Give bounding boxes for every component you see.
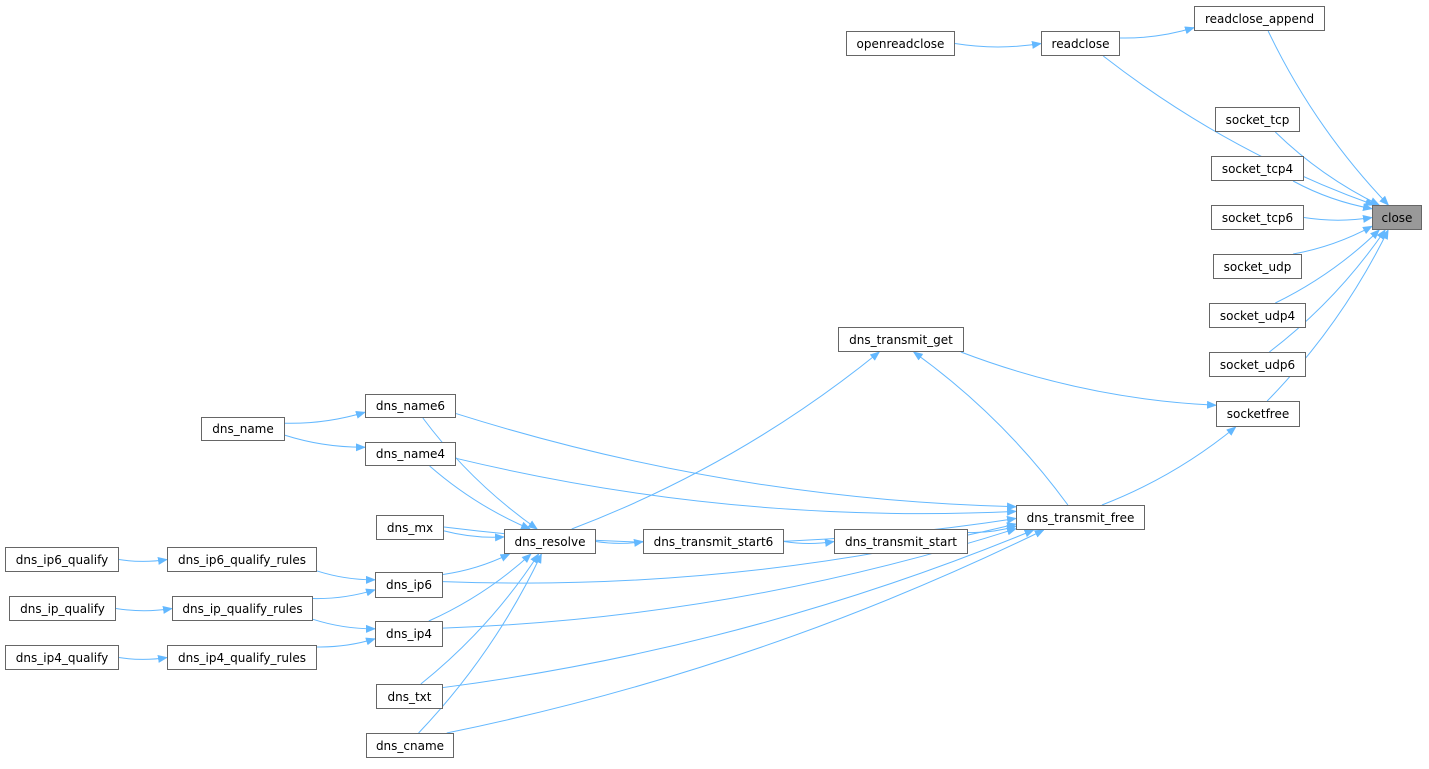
edge-socket_tcp-to-close — [1274, 131, 1381, 206]
node-dns_transmit_free[interactable]: dns_transmit_free — [1016, 505, 1145, 530]
node-readclose_append[interactable]: readclose_append — [1194, 6, 1325, 31]
node-socket_tcp[interactable]: socket_tcp — [1215, 107, 1300, 132]
node-socketfree[interactable]: socketfree — [1216, 401, 1300, 427]
edge-dns_txt-to-dns_resolve — [420, 553, 540, 685]
edge-openreadclose-to-readclose — [954, 40, 1042, 49]
edge-dns_ip6_qualify-to-dns_ip6_qualify_rules — [118, 556, 168, 565]
edge-readclose-to-close — [1102, 55, 1376, 206]
edge-dns_ip_qualify_rules-to-dns_ip6 — [312, 588, 376, 600]
node-dns_name[interactable]: dns_name — [201, 417, 285, 441]
node-socket_udp[interactable]: socket_udp — [1213, 254, 1302, 279]
node-openreadclose[interactable]: openreadclose — [846, 31, 955, 56]
node-dns_transmit_start[interactable]: dns_transmit_start — [834, 529, 968, 554]
node-dns_ip4_qualify_rules[interactable]: dns_ip4_qualify_rules — [167, 645, 317, 670]
edge-dns_name4-to-dns_transmit_free — [455, 457, 1017, 516]
edge-dns_ip4_qualify-to-dns_ip4_qualify_rules — [118, 654, 168, 663]
node-socket_udp4[interactable]: socket_udp4 — [1209, 303, 1306, 328]
edge-dns_ip6_qualify_rules-to-dns_ip6 — [316, 570, 376, 584]
edge-dns_transmit_free-to-socketfree — [1101, 426, 1237, 506]
node-readclose[interactable]: readclose — [1041, 31, 1120, 56]
node-dns_ip6[interactable]: dns_ip6 — [375, 572, 443, 598]
edge-socket_tcp6-to-close — [1303, 214, 1373, 223]
node-socket_udp6[interactable]: socket_udp6 — [1209, 352, 1306, 377]
edge-dns_name-to-dns_name4 — [284, 434, 366, 452]
edge-dns_mx-to-dns_resolve — [443, 530, 505, 542]
edge-dns_ip_qualify-to-dns_ip_qualify_rules — [115, 605, 173, 614]
edge-readclose_append-to-close — [1267, 30, 1390, 206]
node-dns_ip6_qualify[interactable]: dns_ip6_qualify — [5, 547, 119, 572]
edge-dns_ip4_qualify_rules-to-dns_ip4 — [316, 637, 376, 648]
edge-socket_udp4-to-close — [1275, 229, 1380, 304]
edge-dns_ip6-to-dns_resolve — [442, 553, 511, 576]
edge-socket_tcp4-to-close — [1292, 180, 1373, 212]
edge-readclose-to-readclose_append — [1119, 26, 1195, 39]
node-dns_ip6_qualify_rules[interactable]: dns_ip6_qualify_rules — [167, 547, 317, 572]
edge-dns_ip4-to-dns_resolve — [428, 553, 532, 622]
node-dns_ip_qualify[interactable]: dns_ip_qualify — [9, 596, 116, 621]
edge-dns_transmit_free-to-dns_transmit_get — [912, 351, 1069, 506]
edge-dns_resolve-to-dns_transmit_get — [571, 351, 881, 530]
node-dns_ip4_qualify[interactable]: dns_ip4_qualify — [5, 645, 119, 670]
edge-socketfree-to-close — [1266, 229, 1389, 402]
node-socket_tcp4[interactable]: socket_tcp4 — [1211, 156, 1304, 181]
node-dns_cname[interactable]: dns_cname — [366, 733, 454, 758]
node-dns_resolve[interactable]: dns_resolve — [504, 529, 596, 554]
node-dns_ip4[interactable]: dns_ip4 — [375, 621, 443, 647]
node-dns_name6[interactable]: dns_name6 — [365, 394, 456, 418]
node-socket_tcp6[interactable]: socket_tcp6 — [1211, 205, 1304, 230]
edge-dns_name6-to-dns_resolve — [422, 417, 538, 530]
node-dns_transmit_get[interactable]: dns_transmit_get — [838, 327, 964, 352]
edge-dns_name4-to-dns_resolve — [429, 465, 531, 530]
node-dns_transmit_start6[interactable]: dns_transmit_start6 — [643, 529, 784, 554]
edge-dns_resolve-to-dns_transmit_start6 — [595, 538, 644, 547]
edge-dns_name6-to-dns_transmit_free — [455, 413, 1017, 511]
node-close[interactable]: close — [1372, 205, 1422, 230]
edge-dns_cname-to-dns_transmit_free — [446, 529, 1045, 734]
edge-dns_ip_qualify_rules-to-dns_ip4 — [312, 618, 376, 633]
edge-dns_cname-to-dns_resolve — [418, 553, 542, 734]
node-dns_mx[interactable]: dns_mx — [376, 515, 444, 540]
node-dns_txt[interactable]: dns_txt — [376, 684, 443, 709]
edge-dns_txt-to-dns_transmit_free — [442, 529, 1035, 689]
node-dns_ip_qualify_rules[interactable]: dns_ip_qualify_rules — [172, 596, 313, 621]
edge-dns_transmit_get-to-socketfree — [960, 351, 1217, 409]
edge-dns_transmit_start6-to-dns_transmit_start — [783, 538, 835, 547]
edge-socket_udp6-to-close — [1269, 229, 1386, 353]
node-dns_name4[interactable]: dns_name4 — [365, 442, 456, 466]
edge-socket_udp-to-close — [1293, 225, 1373, 255]
edge-dns_name-to-dns_name6 — [284, 411, 366, 424]
